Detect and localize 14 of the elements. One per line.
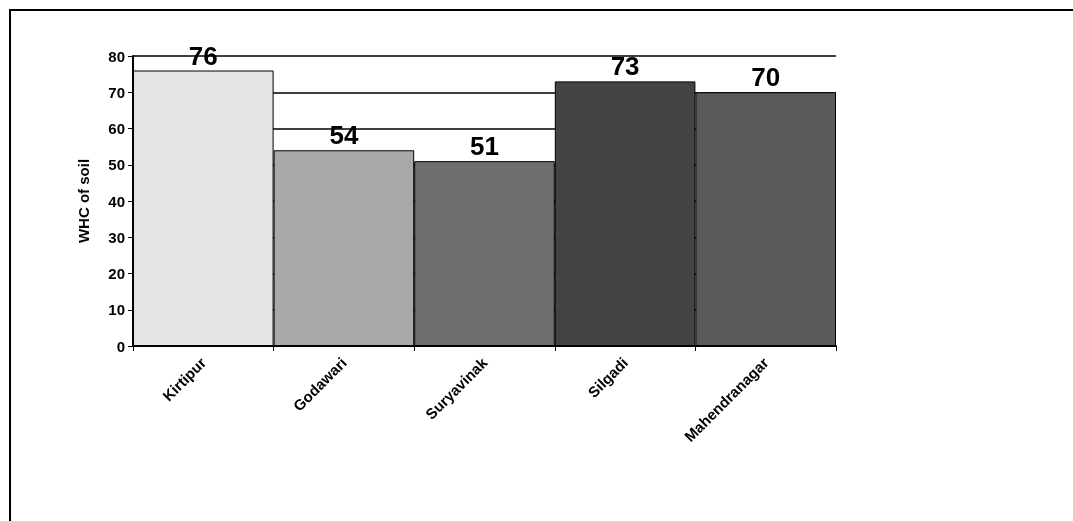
data-label: 54 [329, 120, 359, 151]
y-tick-label: 50 [108, 156, 125, 174]
y-axis-title: WHC of soil [75, 158, 92, 244]
data-label: 70 [751, 62, 781, 93]
y-tick-label: 30 [108, 228, 125, 246]
y-tick-label: 80 [108, 47, 125, 65]
y-tick-label: 0 [116, 337, 125, 355]
data-label: 51 [470, 131, 499, 162]
y-tick-label: 70 [108, 83, 125, 101]
y-tick-label: 40 [108, 192, 125, 210]
y-tick-label: 60 [108, 120, 125, 137]
data-label: 73 [610, 51, 640, 82]
y-tick-label: 10 [108, 301, 125, 319]
y-tick-label: 20 [108, 265, 125, 282]
